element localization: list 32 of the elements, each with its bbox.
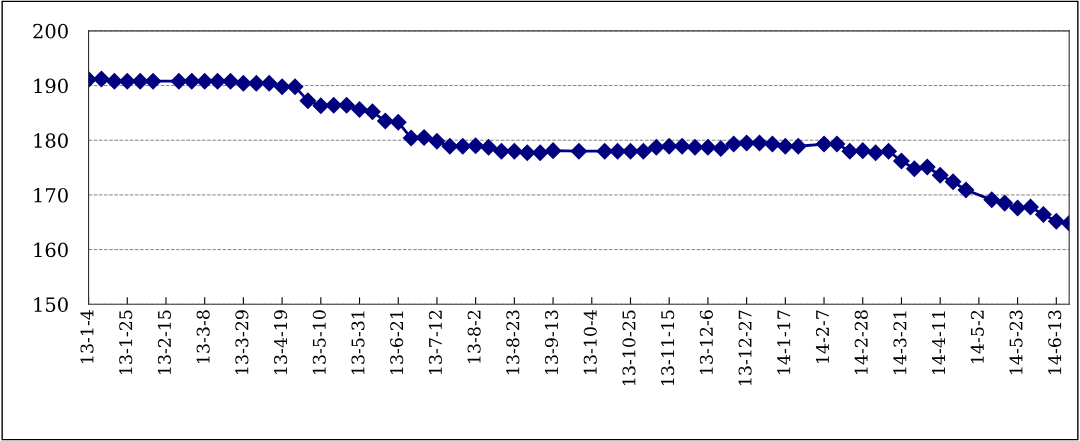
x-tick-label: 14-1-17 [777,310,791,374]
y-tick-label: 160 [34,242,68,258]
x-tick-label: 13-4-19 [274,310,288,374]
x-tick-label: 13-5-31 [351,311,365,374]
x-tick-label: 14-2-28 [854,310,868,374]
y-tick-label: 180 [34,133,68,148]
x-tick-label: 13-8-23 [506,310,520,374]
x-tick-label: 14-4-11 [932,311,945,374]
x-tick-label: 13-12-27 [738,310,752,386]
x-tick-label: 14-2-7 [815,310,829,363]
x-tick-label: 13-11-15 [661,310,675,386]
y-tick-label: 200 [33,23,68,39]
x-tick-label: 13-9-13 [544,310,559,374]
x-tick-label: 13-1-25 [119,310,133,374]
x-tick-label: 13-7-12 [428,310,442,374]
x-tick-label: 13-6-21 [390,311,404,374]
x-tick-label: 13-12-6 [699,310,713,374]
x-tick-label: 14-6-13 [1048,310,1062,374]
x-tick-label: 13-3-29 [235,310,249,374]
x-tick-label: 13-1-4 [80,310,94,363]
x-tick-label: 14-5-2 [970,310,984,363]
y-tick-label: 150 [34,297,68,312]
y-tick-label: 170 [34,187,68,203]
x-tick-label: 14-3-21 [893,311,907,374]
x-tick-label: 13-10-4 [583,310,597,374]
x-tick-label: 13-5-10 [312,310,326,374]
y-tick-label: 190 [34,78,68,94]
x-tick-label: 13-8-2 [467,310,481,363]
x-tick-label: 13-3-8 [196,310,210,363]
x-tick-label: 13-10-25 [622,310,636,386]
x-tick-label: 14-5-23 [1009,310,1023,374]
x-tick-label: 13-2-15 [157,310,172,374]
